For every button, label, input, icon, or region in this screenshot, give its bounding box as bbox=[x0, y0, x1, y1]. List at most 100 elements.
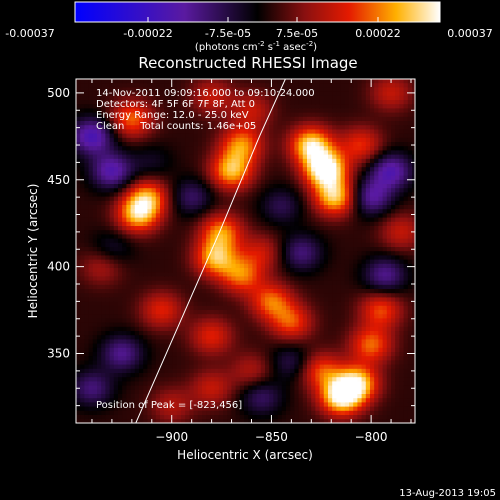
heatmap-cell bbox=[197, 352, 203, 357]
heatmap-cell bbox=[185, 125, 190, 130]
heatmap-cell bbox=[260, 184, 266, 189]
heatmap-cell bbox=[97, 360, 102, 366]
heatmap-cell bbox=[311, 394, 316, 399]
heatmap-cell bbox=[88, 318, 94, 324]
heatmap-cell bbox=[147, 352, 153, 357]
heatmap-cell bbox=[281, 364, 287, 370]
heatmap-cell bbox=[235, 347, 241, 353]
heatmap-cell bbox=[202, 104, 207, 109]
heatmap-cell bbox=[130, 171, 136, 177]
heatmap-cell bbox=[248, 217, 253, 223]
heatmap-cell bbox=[147, 242, 153, 248]
heatmap-cell bbox=[155, 137, 161, 143]
heatmap-cell bbox=[210, 154, 216, 160]
heatmap-cell bbox=[122, 415, 127, 420]
heatmap-cell bbox=[206, 108, 211, 114]
heatmap-cell bbox=[80, 284, 85, 290]
heatmap-cell bbox=[302, 95, 308, 101]
heatmap-cell bbox=[281, 184, 287, 189]
heatmap-cell bbox=[277, 255, 283, 261]
heatmap-cell bbox=[109, 226, 115, 231]
heatmap-cell bbox=[227, 360, 232, 366]
heatmap-cell bbox=[252, 142, 258, 147]
heatmap-cell bbox=[172, 280, 178, 286]
heatmap-cell bbox=[248, 158, 253, 164]
heatmap-cell bbox=[84, 314, 90, 319]
heatmap-cell bbox=[139, 259, 144, 265]
heatmap-cell bbox=[311, 352, 316, 357]
heatmap-cell bbox=[155, 83, 161, 88]
heatmap-cell bbox=[281, 356, 287, 361]
heatmap-cell bbox=[160, 331, 165, 336]
heatmap-cell bbox=[294, 179, 300, 185]
heatmap-cell bbox=[239, 335, 245, 340]
heatmap-cell bbox=[143, 276, 148, 282]
heatmap-cell bbox=[244, 91, 249, 97]
heatmap-cell bbox=[155, 293, 161, 298]
heatmap-cell bbox=[118, 79, 123, 84]
heatmap-cell bbox=[218, 389, 224, 395]
heatmap-cell bbox=[286, 352, 291, 357]
heatmap-cell bbox=[130, 415, 136, 420]
heatmap-cell bbox=[265, 326, 270, 332]
heatmap-cell bbox=[218, 314, 224, 319]
heatmap-cell bbox=[223, 234, 228, 240]
heatmap-cell bbox=[252, 402, 258, 408]
heatmap-cell bbox=[210, 121, 216, 126]
heatmap-cell bbox=[109, 221, 115, 227]
heatmap-cell bbox=[160, 415, 165, 420]
heatmap-cell bbox=[122, 121, 127, 126]
heatmap-cell bbox=[290, 389, 295, 395]
heatmap-cell bbox=[202, 142, 207, 147]
heatmap-cell bbox=[307, 415, 312, 420]
heatmap-cell bbox=[147, 129, 153, 135]
heatmap-cell bbox=[193, 356, 199, 361]
heatmap-cell bbox=[193, 339, 199, 345]
heatmap-cell bbox=[214, 158, 220, 164]
heatmap-cell bbox=[101, 377, 106, 382]
heatmap-cell bbox=[176, 280, 182, 286]
heatmap-cell bbox=[269, 297, 274, 303]
heatmap-cell bbox=[176, 196, 182, 202]
heatmap-cell bbox=[273, 251, 279, 256]
heatmap-cell bbox=[206, 293, 211, 298]
heatmap-cell bbox=[151, 205, 157, 210]
heatmap-cell bbox=[84, 234, 90, 240]
heatmap-cell bbox=[76, 129, 81, 135]
heatmap-cell bbox=[105, 163, 111, 168]
heatmap-cell bbox=[269, 108, 274, 114]
heatmap-cell bbox=[206, 247, 211, 252]
heatmap-cell bbox=[252, 133, 258, 139]
heatmap-cell bbox=[269, 196, 274, 202]
heatmap-cell bbox=[235, 301, 241, 307]
heatmap-cell bbox=[252, 289, 258, 294]
heatmap-cell bbox=[202, 356, 207, 361]
heatmap-cell bbox=[185, 284, 190, 290]
heatmap-cell bbox=[260, 305, 266, 311]
heatmap-cell bbox=[101, 360, 106, 366]
heatmap-cell bbox=[248, 175, 253, 181]
heatmap-cell bbox=[147, 310, 153, 315]
heatmap-cell bbox=[118, 263, 123, 269]
heatmap-cell bbox=[260, 95, 266, 101]
heatmap-cell bbox=[265, 213, 270, 219]
heatmap-cell bbox=[273, 205, 279, 210]
heatmap-cell bbox=[290, 310, 295, 315]
heatmap-cell bbox=[130, 192, 136, 198]
heatmap-cell bbox=[202, 167, 207, 172]
heatmap-cell bbox=[139, 314, 144, 319]
heatmap-cell bbox=[101, 188, 106, 193]
heatmap-cell bbox=[252, 91, 258, 97]
heatmap-cell bbox=[269, 188, 274, 193]
heatmap-cell bbox=[311, 230, 316, 235]
heatmap-cell bbox=[147, 268, 153, 273]
heatmap-cell bbox=[101, 305, 106, 311]
heatmap-cell bbox=[202, 352, 207, 357]
heatmap-cell bbox=[197, 200, 203, 206]
heatmap-cell bbox=[214, 100, 220, 105]
heatmap-cell bbox=[319, 87, 325, 93]
heatmap-cell bbox=[214, 200, 220, 206]
heatmap-cell bbox=[155, 394, 161, 399]
heatmap-cell bbox=[143, 347, 148, 353]
heatmap-cell bbox=[172, 121, 178, 126]
